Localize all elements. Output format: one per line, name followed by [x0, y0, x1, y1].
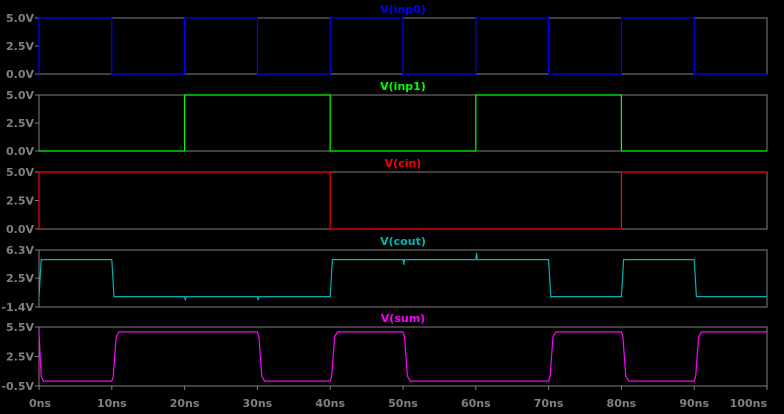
y-tick-label: 0.0V [6, 145, 34, 158]
panel-frame [38, 94, 768, 152]
trace-v-cin [38, 171, 767, 230]
y-tick-label: 5.0V [6, 166, 34, 179]
y-tick-label: 5.0V [6, 12, 34, 25]
x-tick-label: 50ns [388, 397, 418, 410]
x-tick-label: 70ns [534, 397, 564, 410]
panel-1: V(inp0) 5.0V 2.5V 0.0V [6, 3, 768, 81]
panel-title: V(inp0) [380, 3, 426, 16]
x-tick-label: 20ns [170, 397, 200, 410]
panel-title: V(inp1) [380, 80, 426, 93]
y-tick-label: 2.5V [6, 195, 34, 208]
x-tick-label: 90ns [679, 397, 709, 410]
y-tick-label: 2.5V [6, 117, 34, 130]
x-tick-label: 100ns [730, 397, 768, 410]
y-tick-label: 0.0V [6, 223, 34, 236]
panel-frame [38, 249, 768, 308]
y-tick-label: 2.5V [6, 272, 34, 285]
x-tick-label: 60ns [461, 397, 491, 410]
y-tick-label: 5.5V [6, 321, 34, 334]
panel-3: V(cin) 5.0V 2.5V 0.0V [6, 157, 768, 236]
y-tick-label: 2.5V [6, 351, 34, 364]
x-axis: 0ns 10ns 20ns 30ns 40ns 50ns 60ns 70ns 80ns 90ns 1… [29, 386, 768, 410]
panel-2: V(inp1) 5.0V 2.5V 0.0V [6, 80, 768, 158]
panel-title: V(cin) [385, 157, 422, 170]
trace-v-sum [38, 331, 767, 382]
x-tick-label: 30ns [243, 397, 273, 410]
panel-frame [38, 171, 768, 230]
panel-4: V(cout) 6.3V 2.5V -1.4V [1, 235, 768, 314]
x-tick-label: 40ns [315, 397, 345, 410]
panel-5: V(sum) 5.5V 2.5V -0.5V [1, 312, 768, 393]
y-tick-label: -1.4V [1, 301, 34, 314]
panel-title: V(cout) [380, 235, 426, 248]
y-tick-label: 6.3V [6, 244, 34, 257]
y-tick-label: 5.0V [6, 89, 34, 102]
y-tick-label: -0.5V [1, 380, 34, 393]
y-tick-label: 2.5V [6, 40, 34, 53]
trace-v-cout [38, 252, 767, 301]
x-tick-label: 0ns [29, 397, 51, 410]
x-tick-label: 80ns [607, 397, 637, 410]
y-tick-label: 0.0V [6, 68, 34, 81]
x-tick-label: 10ns [97, 397, 127, 410]
trace-v-inp0 [38, 17, 767, 75]
panel-title: V(sum) [381, 312, 425, 325]
trace-v-inp1 [39, 94, 767, 152]
panel-frame [38, 326, 768, 387]
